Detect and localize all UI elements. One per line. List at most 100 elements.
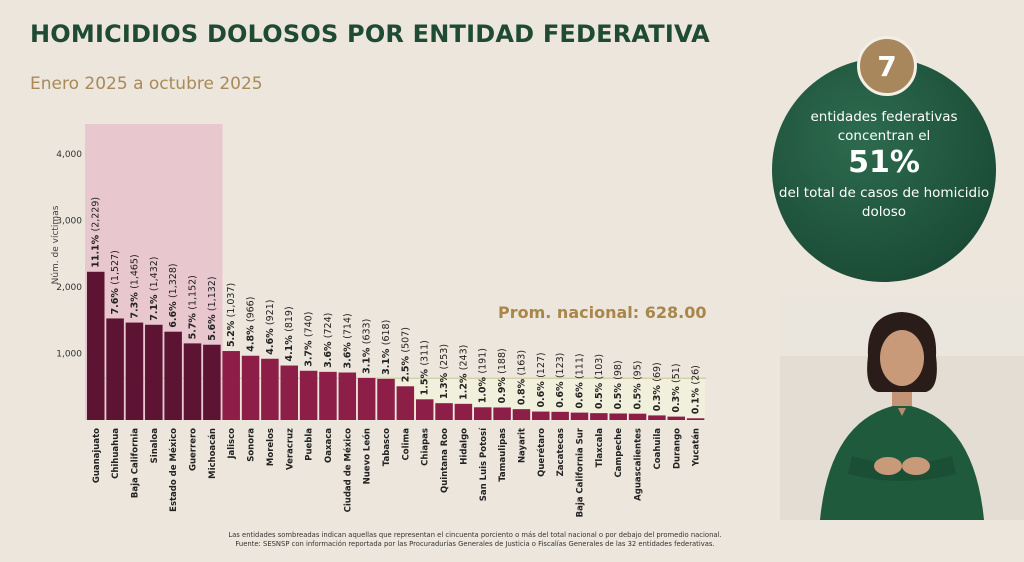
y-tick-label: 2,000 <box>56 283 82 293</box>
footnote-source: Fuente: SESNSP con información reportada… <box>235 540 715 548</box>
category-label: Hidalgo <box>459 428 469 465</box>
footnote-line-1: Las entidades sombreadas indican aquella… <box>228 531 722 539</box>
category-label: Morelos <box>266 428 276 466</box>
page-title: HOMICIDIOS DOLOSOS POR ENTIDAD FEDERATIV… <box>30 20 710 48</box>
bar-value-label: 11.1% (2,229) <box>91 197 102 268</box>
bar-value-label: 0.8% (163) <box>516 350 527 405</box>
bar-value-label: 1.2% (243) <box>458 345 469 400</box>
category-label: Aguascalientes <box>634 428 644 501</box>
bar-9 <box>261 358 279 420</box>
bar-14 <box>357 377 376 420</box>
summary-badge: 7 <box>857 36 917 96</box>
bar-value-label: 1.5% (311) <box>420 340 431 395</box>
chart-footnote: Las entidades sombreadas indican aquella… <box>180 531 770 549</box>
bar-24 <box>551 411 569 420</box>
summary-line-2: del total de casos de homicidio doloso <box>778 185 990 220</box>
category-label: Tabasco <box>382 428 392 466</box>
interpreter-figure <box>780 296 1024 520</box>
bar-28 <box>628 413 647 420</box>
y-tick-label: 3,000 <box>56 217 82 227</box>
category-label: Michoacán <box>208 428 218 479</box>
bar-value-label: 7.6% (1,527) <box>110 250 121 314</box>
bar-value-label: 4.8% (966) <box>246 297 257 352</box>
y-tick-label: 1,000 <box>56 350 82 360</box>
bar-18 <box>435 403 453 420</box>
bar-20 <box>474 407 492 420</box>
bar-8 <box>241 355 260 420</box>
bar-2 <box>125 322 144 420</box>
category-label: Nuevo León <box>362 428 373 484</box>
bar-22 <box>512 409 531 420</box>
bar-value-label: 0.9% (188) <box>497 348 508 403</box>
category-label: Jalisco <box>227 428 237 460</box>
bar-23 <box>532 411 550 420</box>
y-tick-label: 4,000 <box>56 150 82 160</box>
bar-value-label: 2.5% (507) <box>400 327 411 382</box>
category-label: Baja California Sur <box>576 427 586 517</box>
bar-value-label: 1.3% (253) <box>439 344 450 399</box>
bar-5 <box>183 343 202 420</box>
category-label: Colima <box>401 428 411 461</box>
category-label: San Luis Potosí <box>479 427 489 501</box>
category-label: Guerrero <box>189 428 199 471</box>
page-subtitle: Enero 2025 a octubre 2025 <box>30 74 263 94</box>
bar-17 <box>415 399 434 420</box>
bar-value-label: 1.0% (191) <box>478 348 489 403</box>
bar-26 <box>590 413 608 420</box>
category-label: Estado de México <box>168 428 179 512</box>
bar-value-label: 0.3% (51) <box>671 363 682 412</box>
category-label: Veracruz <box>285 428 295 470</box>
category-label: Chihuahua <box>111 428 121 479</box>
bar-value-label: 3.6% (724) <box>323 313 334 368</box>
bar-value-label: 4.1% (819) <box>284 306 295 361</box>
bar-11 <box>299 370 318 420</box>
bar-30 <box>667 416 685 420</box>
bar-6 <box>203 344 221 420</box>
bar-31 <box>686 418 705 420</box>
category-label: Chiapas <box>421 428 431 466</box>
sign-language-interpreter-video <box>780 296 1024 520</box>
bar-29 <box>648 415 666 420</box>
bar-value-label: 4.6% (921) <box>265 300 276 355</box>
bar-value-label: 3.1% (633) <box>362 319 373 374</box>
y-axis-label: Núm. de víctimas <box>51 205 61 284</box>
bar-value-label: 5.7% (1,152) <box>188 275 199 339</box>
bar-19 <box>454 403 473 420</box>
bar-0 <box>87 271 105 420</box>
bar-value-label: 7.3% (1,465) <box>129 254 140 318</box>
bar-value-label: 0.6% (123) <box>555 353 566 408</box>
category-label: Sinaloa <box>150 428 160 464</box>
category-label: Baja California <box>130 428 140 498</box>
bar-value-label: 3.6% (714) <box>342 313 353 368</box>
bar-chart: 1,000 2,000 3,000 4,000 Núm. de víctimas Pro… <box>51 124 706 517</box>
bar-3 <box>145 324 163 420</box>
category-label: Yucatán <box>692 428 702 467</box>
bar-value-label: 5.6% (1,132) <box>207 276 218 340</box>
bar-value-label: 0.6% (111) <box>575 353 586 408</box>
bar-value-label: 0.5% (95) <box>633 361 644 410</box>
category-label: Puebla <box>305 428 315 461</box>
category-label: Quintana Roo <box>440 428 450 493</box>
bar-value-label: 0.5% (103) <box>594 354 605 409</box>
category-label: Durango <box>672 428 682 469</box>
bar-value-label: 0.3% (69) <box>652 362 663 411</box>
bar-4 <box>164 331 182 420</box>
bar-value-label: 0.6% (127) <box>536 352 547 407</box>
summary-line-1: entidades federativas concentran el <box>810 109 958 144</box>
average-label: Prom. nacional: 628.00 <box>498 303 706 322</box>
category-label: Ciudad de México <box>342 428 353 513</box>
category-label: Sonora <box>247 428 257 462</box>
bar-value-label: 3.7% (740) <box>304 312 315 367</box>
category-label: Querétaro <box>536 428 547 477</box>
bar-value-label: 3.1% (618) <box>381 320 392 375</box>
bar-value-label: 6.6% (1,328) <box>168 263 179 327</box>
category-label: Campeche <box>614 428 624 478</box>
bar-7 <box>222 351 240 420</box>
bar-value-label: 5.2% (1,037) <box>226 283 237 347</box>
category-label: Tlaxcala <box>595 428 605 468</box>
summary-percent: 51% <box>848 145 920 180</box>
category-label: Zacatecas <box>556 428 566 476</box>
bar-10 <box>280 365 298 420</box>
category-label: Guanajuato <box>92 428 102 483</box>
category-label: Nayarit <box>517 428 527 463</box>
